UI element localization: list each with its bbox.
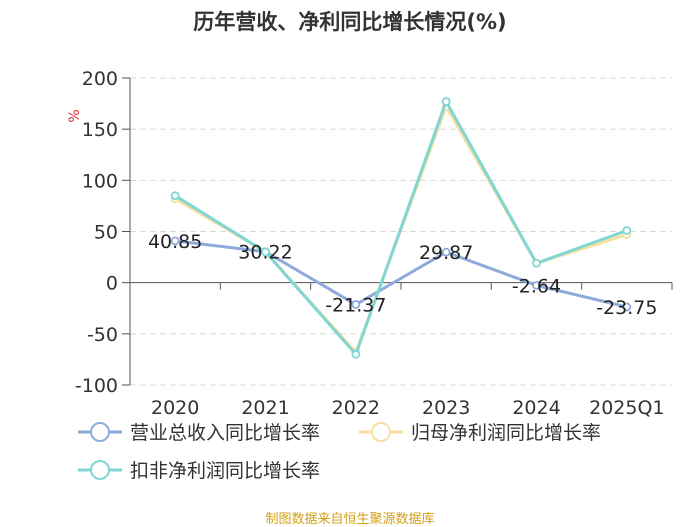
- legend-marker: [371, 422, 391, 442]
- data-point: [441, 247, 451, 257]
- data-point: [351, 349, 361, 359]
- y-tick-label: -50: [87, 324, 118, 346]
- x-tick-label: 2024: [512, 397, 560, 419]
- data-point: [441, 97, 451, 106]
- series-line: [174, 100, 628, 356]
- data-point: [622, 302, 632, 312]
- data-point: [261, 247, 270, 257]
- data-label: 29.87: [419, 242, 473, 264]
- data-point: [170, 191, 180, 201]
- y-tick-label: -100: [75, 375, 118, 397]
- data-label-layer: 40.85 30.22 -21.37 29.87 -2.64 -23.75: [148, 231, 657, 319]
- legend-label: 营业总收入同比增长率: [130, 422, 320, 444]
- data-label: -2.64: [512, 275, 561, 297]
- data-point: [622, 226, 632, 235]
- source-note: 制图数据来自恒生聚源数据库: [265, 512, 435, 527]
- data-point: [170, 236, 180, 246]
- data-label: 40.85: [148, 231, 202, 253]
- series-layer: [170, 97, 632, 359]
- y-tick-label: 100: [82, 170, 118, 192]
- y-axis-label: %: [67, 109, 83, 122]
- x-tick-label: 2022: [332, 397, 380, 419]
- legend-item: 归母净利润同比增长率: [359, 422, 601, 444]
- data-point: [532, 258, 541, 268]
- legend-label: 扣非净利润同比增长率: [130, 460, 320, 482]
- legend-marker: [90, 460, 110, 480]
- series-line: [174, 239, 628, 309]
- y-tick-label: 200: [82, 68, 118, 90]
- axis-layer: 200 150 100 50 0 -50 -100% 2020 2021 2022 2023 2024…: [67, 68, 673, 419]
- data-point: [351, 300, 361, 309]
- data-label: -23.75: [596, 297, 657, 319]
- data-label: 30.22: [238, 242, 292, 264]
- legend-item: 营业总收入同比增长率: [78, 422, 320, 444]
- data-label: -21.37: [325, 295, 386, 317]
- y-tick-label: 150: [82, 119, 118, 141]
- y-tick-label: 50: [94, 222, 118, 244]
- x-tick-label: 2021: [241, 397, 289, 419]
- legend-item: 扣非净利润同比增长率: [78, 460, 320, 482]
- chart-title: 历年营收、净利同比增长情况(%): [193, 10, 507, 34]
- x-tick-label: 2020: [151, 397, 199, 419]
- x-tick-label: 2023: [422, 397, 470, 419]
- data-point: [532, 280, 541, 290]
- legend-marker: [90, 422, 110, 442]
- legend-label: 归母净利润同比增长率: [411, 422, 601, 444]
- y-tick-label: 0: [106, 273, 118, 295]
- x-tick-label: 2025Q1: [589, 397, 664, 419]
